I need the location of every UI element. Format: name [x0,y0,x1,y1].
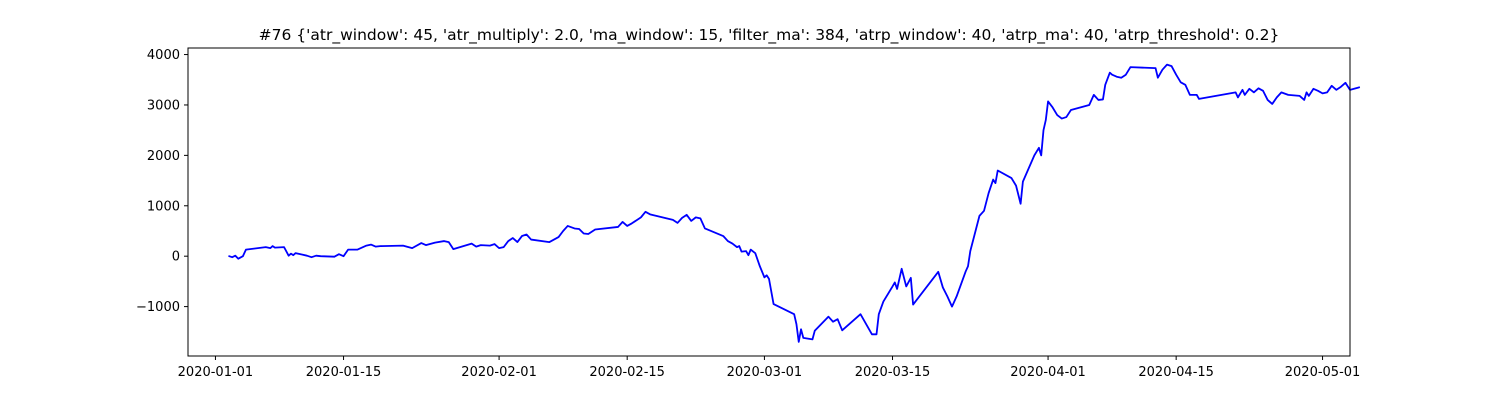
y-tick-label: 4000 [147,48,180,63]
x-tick-label: 2020-01-01 [178,365,254,380]
x-tick-label: 2020-02-15 [589,365,665,380]
x-tick-label: 2020-05-01 [1285,365,1361,380]
y-tick-label: 3000 [147,98,180,113]
series-line [228,63,1361,343]
x-tick-label: 2020-02-01 [461,365,537,380]
chart-title: #76 {'atr_window': 45, 'atr_multiply': 2… [259,26,1280,45]
x-tick-label: 2020-03-15 [855,365,931,380]
x-axis: 2020-01-01 2020-01-15 2020-02-01 2020-02-15… [178,356,1361,380]
x-tick-label: 2020-04-15 [1138,365,1214,380]
x-tick-label: 2020-03-01 [727,365,803,380]
y-tick-label: 2000 [147,149,180,164]
y-tick-label: 0 [172,250,180,265]
x-tick-label: 2020-01-15 [306,365,382,380]
y-tick-label: 1000 [147,199,180,214]
y-axis: −1000 0 1000 2000 3000 4000 [136,48,188,315]
plot-frame [187,47,1351,357]
y-tick-label: −1000 [136,300,180,315]
plot-area [228,63,1361,343]
x-tick-label: 2020-04-01 [1010,365,1086,380]
